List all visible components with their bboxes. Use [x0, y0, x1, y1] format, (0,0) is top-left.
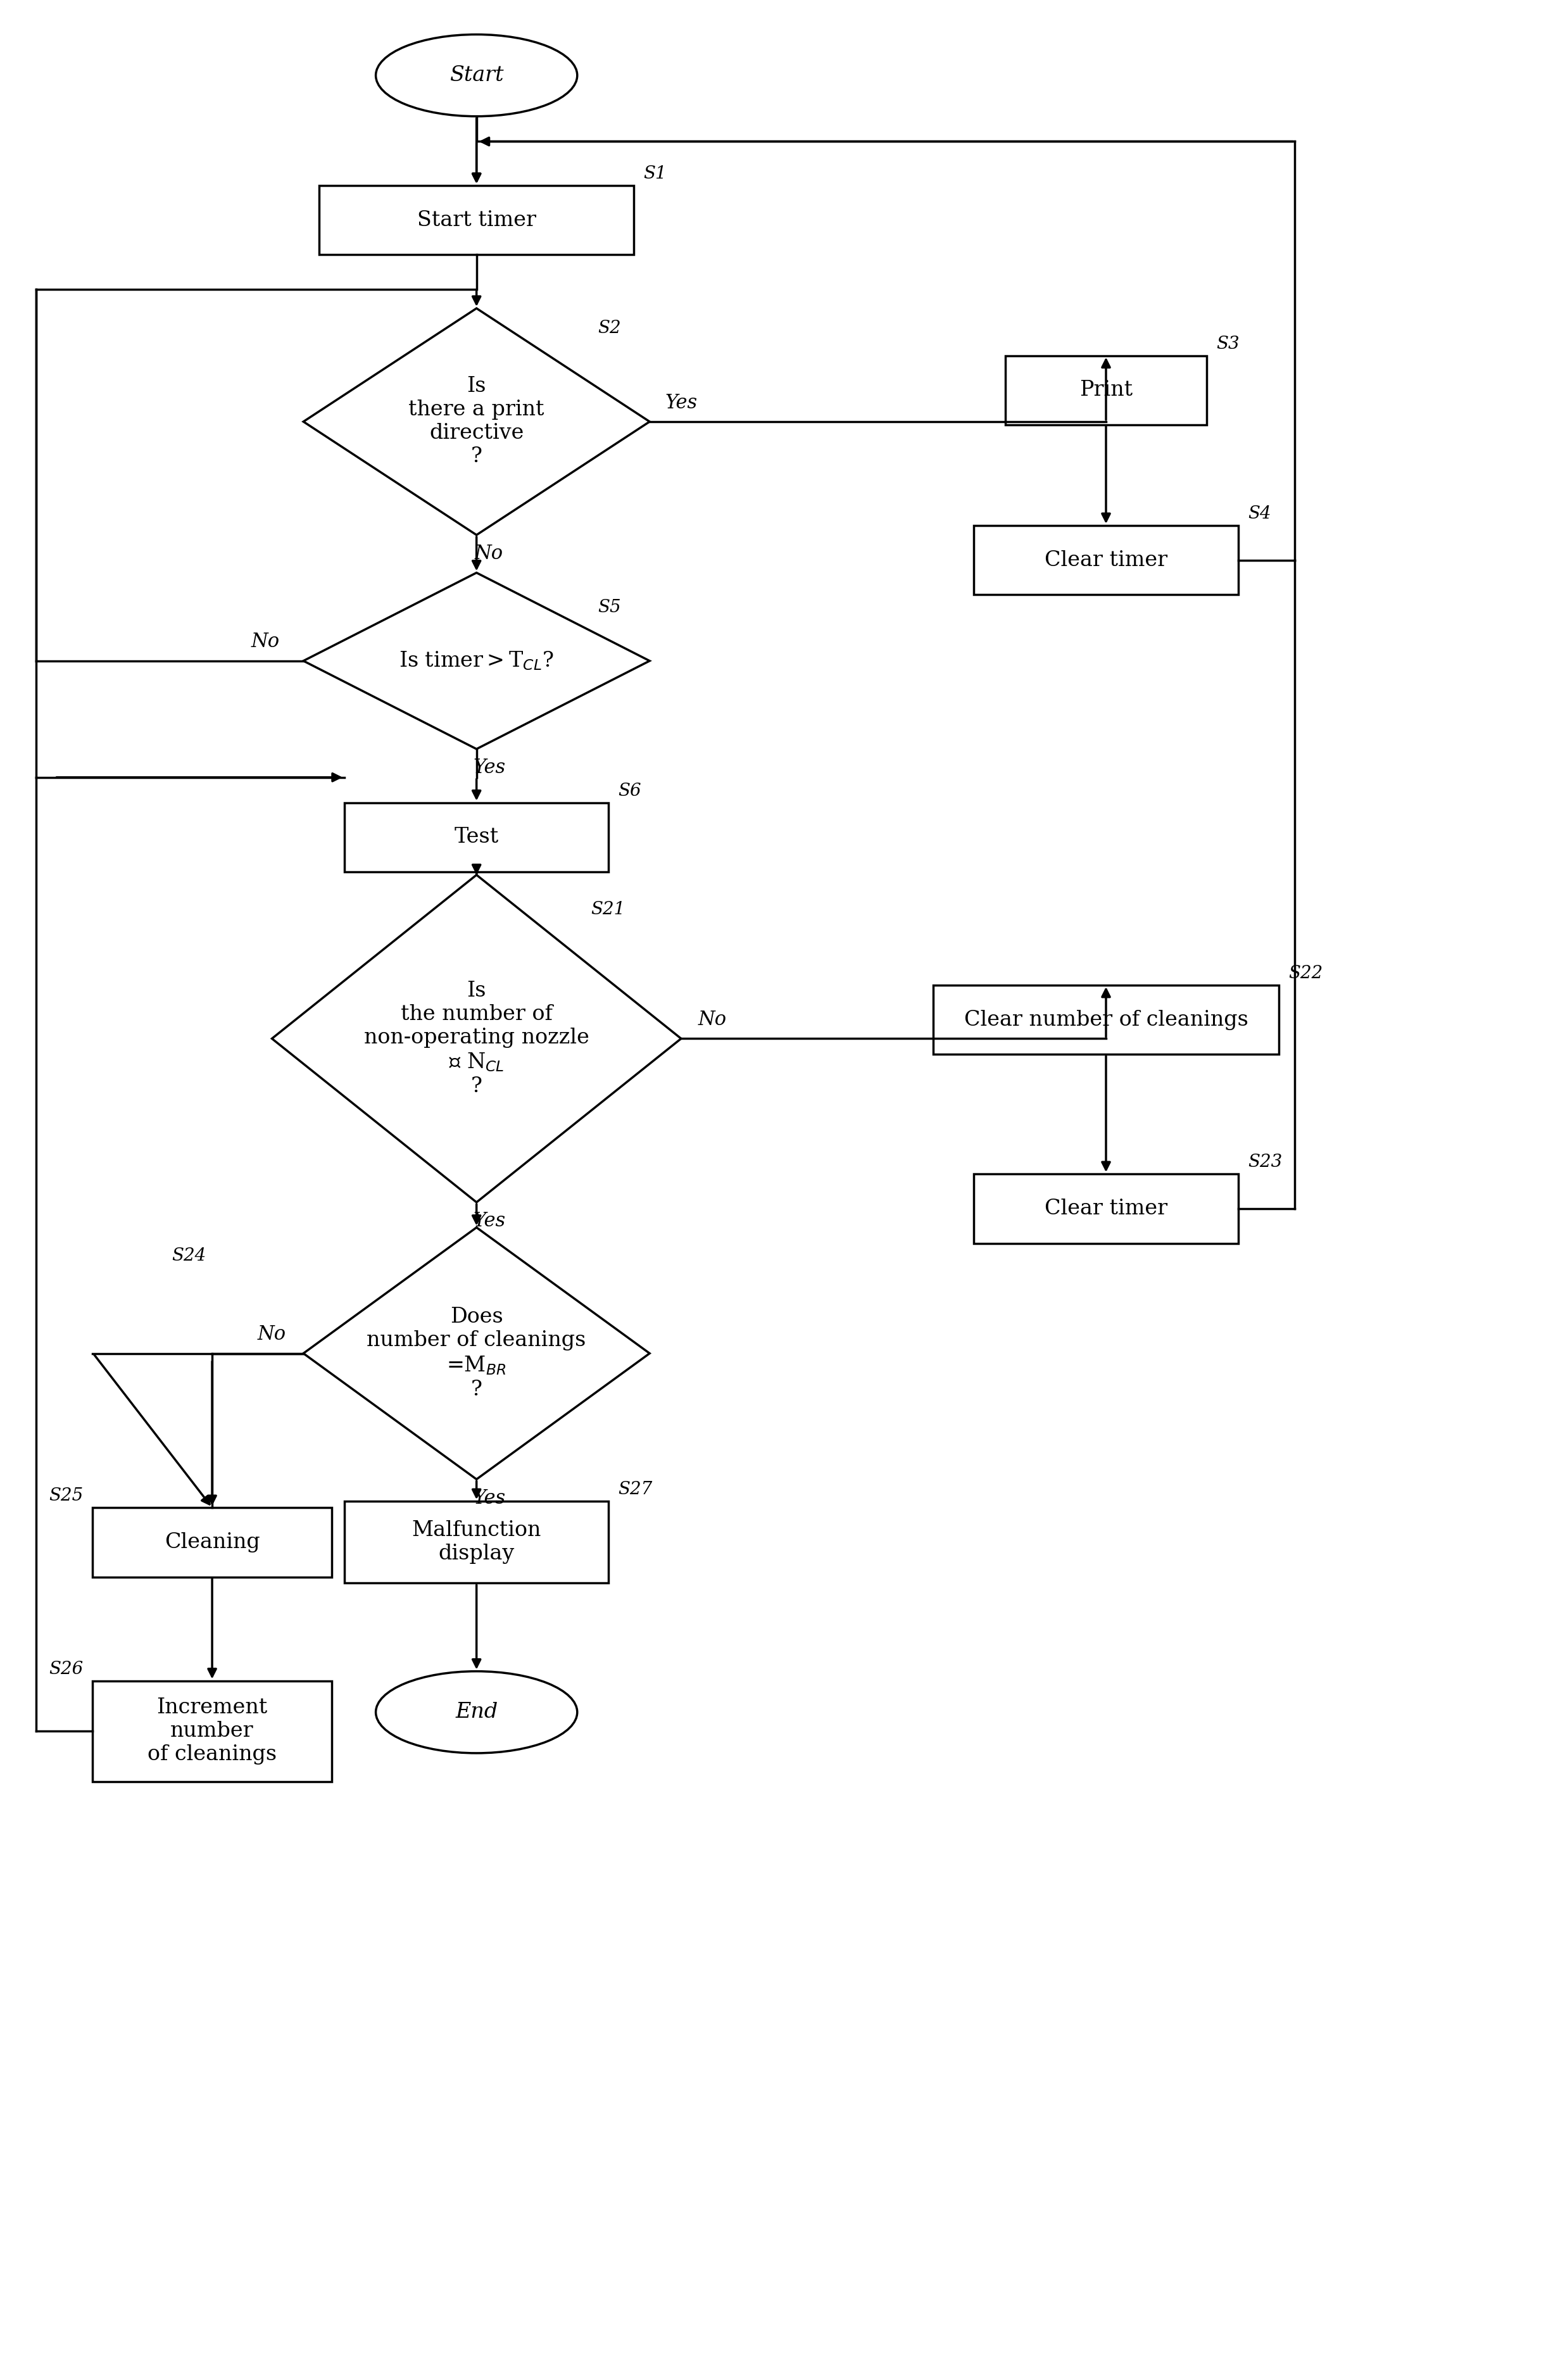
- Text: S21: S21: [591, 902, 626, 919]
- Text: S3: S3: [1217, 336, 1240, 352]
- Text: S23: S23: [1248, 1154, 1282, 1171]
- Text: S22: S22: [1288, 964, 1323, 983]
- Text: Start: Start: [450, 64, 504, 86]
- Text: No: No: [699, 1009, 727, 1031]
- Text: Yes: Yes: [473, 1211, 506, 1230]
- Text: Cleaning: Cleaning: [164, 1533, 260, 1552]
- Text: S24: S24: [172, 1247, 206, 1264]
- Text: S26: S26: [49, 1661, 83, 1678]
- Text: Clear timer: Clear timer: [1045, 1200, 1167, 1219]
- Text: Print: Print: [1079, 381, 1133, 400]
- Text: S5: S5: [598, 600, 621, 616]
- Text: S25: S25: [49, 1488, 83, 1504]
- Text: S4: S4: [1248, 505, 1271, 521]
- Text: Test: Test: [455, 826, 499, 847]
- Text: Malfunction
display: Malfunction display: [411, 1521, 541, 1564]
- Text: Yes: Yes: [665, 393, 697, 412]
- Text: Start timer: Start timer: [417, 209, 536, 231]
- Text: End: End: [455, 1702, 498, 1723]
- Text: Is
there a print
directive
?: Is there a print directive ?: [408, 376, 544, 466]
- Text: No: No: [258, 1326, 286, 1345]
- Text: S1: S1: [643, 164, 666, 183]
- Text: No: No: [475, 545, 504, 564]
- Text: S6: S6: [618, 783, 642, 800]
- Text: Clear number of cleanings: Clear number of cleanings: [963, 1009, 1248, 1031]
- Text: Does
number of cleanings
=M$_{BR}$
?: Does number of cleanings =M$_{BR}$ ?: [366, 1307, 586, 1399]
- Text: Increment
number
of cleanings: Increment number of cleanings: [147, 1697, 277, 1764]
- Text: S2: S2: [598, 319, 621, 336]
- Text: Is timer$>$T$_{CL}$?: Is timer$>$T$_{CL}$?: [399, 650, 553, 671]
- Text: No: No: [252, 633, 280, 652]
- Text: Yes: Yes: [473, 759, 506, 778]
- Text: S27: S27: [618, 1480, 652, 1497]
- Text: Is
the number of
non-operating nozzle
≧ N$_{CL}$
?: Is the number of non-operating nozzle ≧ …: [363, 981, 589, 1097]
- Text: Yes: Yes: [473, 1488, 506, 1509]
- Text: Clear timer: Clear timer: [1045, 550, 1167, 571]
